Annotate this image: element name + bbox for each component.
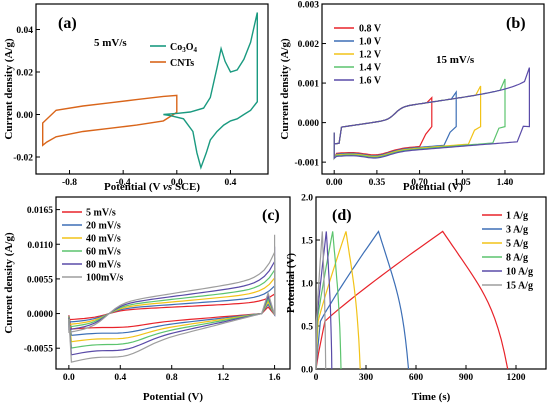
panel-b-scanrate: 15 mV/s [436,54,475,66]
y-tick-label: 0.002 [298,40,320,50]
legend-label-cnts: CNTs [170,58,194,69]
x-tick-label: 0.8 [166,373,178,383]
series-line-100mV-s [68,234,276,363]
y-tick-label: 0.00 [16,111,33,121]
y-tick-label: 1.5 [301,237,313,247]
legend-label: 1.6 V [359,76,382,87]
y-tick-label: 0.003 [298,1,320,11]
y-tick-label: 0.04 [16,26,33,36]
series-line-5A-g [315,231,361,370]
series-line-cnts [42,94,178,147]
series-line-8A-g [315,231,342,370]
y-tick-label: 0.0 [301,366,313,376]
legend-label: 40 mV/s [86,234,121,245]
panel-c-frame [55,196,291,370]
panel-a-tag: (a) [58,15,77,32]
panel-c-tag: (c) [262,207,280,224]
panel-b-xlabel: Potential (V) [403,181,464,193]
legend-label: 80 mV/s [86,260,121,271]
panel-c-xlabel: Potential (V) [143,391,204,403]
panel-a-xlabel: Potential (V vs SCE) [104,181,200,193]
series-line-3A-g [315,230,410,370]
legend-label: 15 A/g [506,281,533,292]
y-tick-label: -0.02 [13,154,33,164]
panel-c: (c) 5 mV/s 20 mV/s 40 mV/s 60 mV/s 80 mV/s 10… [3,196,291,403]
x-tick-label: 1200 [507,373,526,383]
legend-label: 100mV/s [86,273,123,284]
x-tick-label: 900 [459,373,474,383]
legend-label: 10 A/g [506,267,533,278]
series-line-1-6V [333,67,530,160]
legend-label: 60 mV/s [86,247,121,258]
panel-b-frame [321,3,545,175]
y-tick-label: 0.001 [298,80,320,90]
panel-c-ylabel: Current density (A/g) [3,232,15,334]
series-line-co3o4 [163,12,258,170]
legend-label: 1.4 V [359,63,382,74]
panel-a-scanrate: 5 mV/s [94,37,127,49]
y-tick-label: -0.0055 [24,345,54,355]
x-tick-label: 0.0 [171,178,183,188]
x-tick-label: -0.4 [116,178,131,188]
y-tick-label: 0.02 [16,69,33,79]
panel-a: (a) 5 mV/s Co3O4 CNTs -0.8 -0.4 0.0 0.4 -0.0… [3,3,269,193]
y-tick-label: 0.0055 [27,275,53,285]
legend-label: 8 A/g [506,253,528,264]
x-tick-label: 0 [314,373,319,383]
legend-label: 1.2 V [359,50,382,61]
panel-d-xlabel: Time (s) [412,391,451,403]
x-tick-label: 1.40 [497,178,514,188]
panel-d-ylabel: Potential (V) [285,253,297,314]
x-tick-label: 300 [359,373,374,383]
series-line-15A-g [315,231,327,370]
panel-a-ylabel: Current density (A/g) [3,38,15,140]
y-tick-label: 0.000 [298,119,320,129]
panel-a-frame [35,3,269,175]
y-tick-label: 0.0000 [27,310,53,320]
x-tick-label: 0.4 [225,178,237,188]
x-tick-label: -0.8 [62,178,77,188]
y-tick-label: 2.0 [301,194,313,204]
legend-label: 5 mV/s [86,208,116,219]
legend-label: 1 A/g [506,211,528,222]
panel-b: (b) 15 mV/s 0.8 V 1.0 V 1.2 V 1.4 V 1.6 V 0.… [279,1,545,193]
panel-b-tag: (b) [506,15,526,32]
legend-label: 20 mV/s [86,221,121,232]
x-tick-label: 1.2 [217,373,229,383]
x-tick-label: 0.4 [114,373,126,383]
panel-b-ylabel: Current density (A/g) [279,38,291,140]
series-line-1A-g [315,230,509,370]
x-tick-label: 0.70 [411,178,428,188]
x-tick-label: 1.05 [454,178,471,188]
legend-label-co3o4: Co3O4 [170,42,198,54]
legend-label: 0.8 V [359,24,382,35]
x-tick-label: 600 [409,373,424,383]
y-tick-label: 0.0110 [27,241,53,251]
y-tick-label: 1.0 [301,280,313,290]
y-tick-label: -0.001 [294,159,319,169]
y-tick-label: 0.5 [301,323,313,333]
y-tick-label: 0.0165 [27,206,53,216]
x-tick-label: 0.35 [369,178,386,188]
series-line-10A-g [315,231,333,370]
x-tick-label: 1.6 [269,373,281,383]
legend-label: 5 A/g [506,239,528,250]
legend-label: 3 A/g [506,225,528,236]
panel-d-tag: (d) [332,207,352,224]
x-tick-label: 0.0 [63,373,75,383]
legend-label: 1.0 V [359,37,382,48]
x-tick-label: 0.00 [326,178,343,188]
panel-d: (d) 1 A/g 3 A/g 5 A/g 8 A/g 10 A/g 15 A/g 0 30… [285,194,547,403]
